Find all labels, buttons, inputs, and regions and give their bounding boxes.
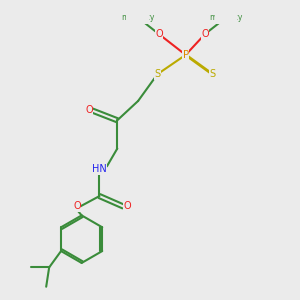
Text: S: S [209,69,215,79]
Text: O: O [123,202,130,212]
Text: O: O [85,105,93,115]
Text: HN: HN [92,164,107,174]
Text: methoxy: methoxy [210,13,243,22]
Text: methoxy: methoxy [121,13,154,22]
Text: P: P [182,50,189,60]
Text: O: O [201,29,209,39]
Text: O: O [74,202,81,212]
Text: O: O [155,29,163,39]
Text: S: S [154,69,160,79]
